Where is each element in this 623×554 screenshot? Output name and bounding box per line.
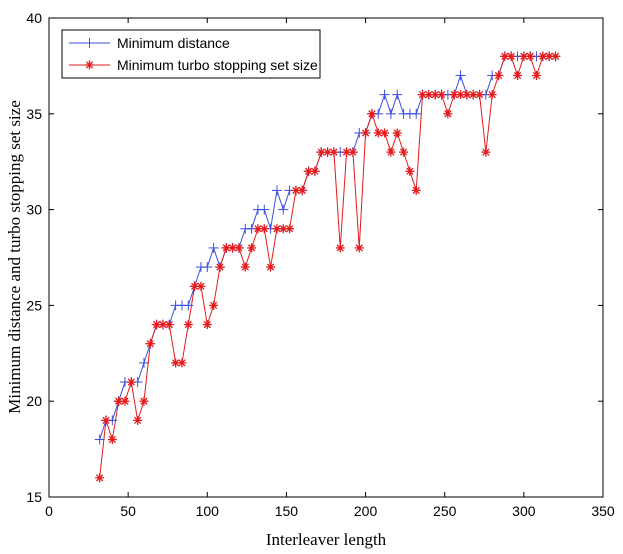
data-point [209,300,219,310]
data-point [506,51,516,61]
y-tick-label: 20 [26,393,42,409]
x-tick-label: 0 [45,503,53,519]
data-point [158,320,168,330]
x-tick-label: 50 [120,503,136,519]
data-point [513,70,523,80]
data-point [310,166,320,176]
data-point [190,281,200,291]
data-point [411,108,422,119]
data-point [202,320,212,330]
data-point [126,377,136,387]
data-point [361,128,371,138]
data-point [475,90,485,100]
data-point [367,109,377,119]
y-tick-label: 25 [26,297,42,313]
data-point [386,147,396,157]
data-point [139,396,149,406]
data-point [487,90,497,100]
data-point [253,224,263,234]
x-tick-label: 350 [591,503,615,519]
legend-label-turbo-stopping-set: Minimum turbo stopping set size [117,57,318,73]
data-point [133,415,143,425]
data-point [247,243,257,253]
data-point [411,185,421,195]
data-point [285,224,295,234]
data-point [208,242,219,253]
data-point [468,90,478,100]
y-tick-label: 15 [26,489,42,505]
data-point [259,224,269,234]
legend-label-minimum-distance: Minimum distance [117,35,230,51]
x-tick-label: 250 [433,503,457,519]
data-point [519,51,529,61]
data-point [392,128,402,138]
data-point [380,128,390,138]
x-tick-label: 200 [354,503,378,519]
legend-marker-star [85,60,94,70]
data-point [525,51,535,61]
data-point [259,204,270,215]
data-point [266,262,276,272]
y-tick-label: 30 [26,202,42,218]
data-point [354,243,364,253]
data-point [95,473,105,483]
data-point [196,281,206,291]
data-point [329,147,339,157]
y-tick-label: 40 [26,10,42,26]
data-point [278,204,289,215]
legend-marker-minimum-distance [84,38,95,48]
data-point [297,185,307,195]
data-point [304,166,314,176]
data-point [107,435,117,445]
data-point [152,320,162,330]
data-point [177,358,187,368]
data-point [424,90,434,100]
data-point [94,434,105,445]
legend: Minimum distance Minimum turbo stopping … [61,29,321,79]
data-point [455,70,466,81]
y-axis-label: Minimum distance and turbo stopping set … [5,100,24,414]
plot-area [48,17,604,498]
data-point [138,357,149,368]
legend-box [61,29,321,79]
data-point [392,89,403,100]
data-point [405,166,415,176]
data-point [551,51,561,61]
data-point [348,147,358,157]
data-point [202,262,213,273]
x-tick-label: 300 [512,503,536,519]
data-point [234,243,244,253]
x-axis-ticks: 0 50 100 150 200 250 300 350 [45,18,615,519]
data-point [164,320,174,330]
data-point [183,320,193,330]
y-axis-ticks: 15 20 25 30 35 40 [26,10,603,505]
data-point [399,147,409,157]
series-layer [94,51,561,483]
data-point [437,90,447,100]
data-point [240,262,250,272]
x-tick-label: 150 [275,503,299,519]
y-tick-label: 35 [26,106,42,122]
data-point [120,396,130,406]
data-point [215,262,225,272]
data-point [101,415,111,425]
data-point [145,339,155,349]
data-point [385,108,396,119]
data-point [271,185,282,196]
data-point [335,243,345,253]
x-axis-label: Interleaver length [266,530,387,549]
data-point [494,70,504,80]
data-point [379,89,390,100]
legend-marker-plus [84,38,95,48]
data-point [532,70,542,80]
data-point [481,147,491,157]
x-tick-label: 100 [196,503,220,519]
series-turbo-stopping-set [95,51,561,483]
data-point [443,109,453,119]
legend-marker-turbo-stopping-set [85,60,94,70]
